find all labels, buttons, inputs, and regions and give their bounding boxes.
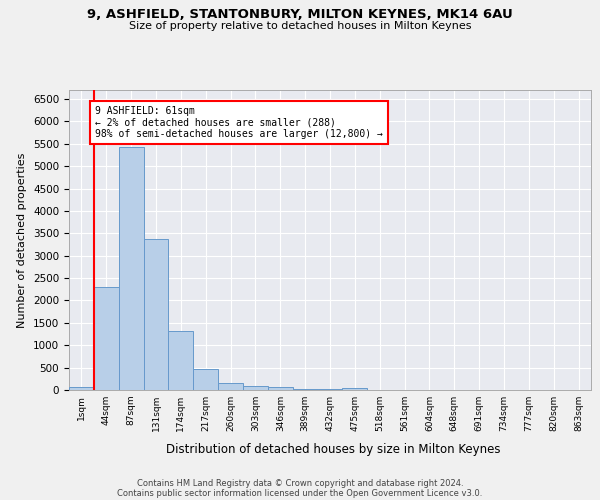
Bar (343, 388, 367, 390)
Bar (119, 147, 143, 390)
Text: 9, ASHFIELD, STANTONBURY, MILTON KEYNES, MK14 6AU: 9, ASHFIELD, STANTONBURY, MILTON KEYNES,… (87, 8, 513, 20)
Bar (268, 388, 293, 390)
Bar (169, 332, 193, 390)
Text: Contains HM Land Registry data © Crown copyright and database right 2024.: Contains HM Land Registry data © Crown c… (137, 478, 463, 488)
Text: 9 ASHFIELD: 61sqm
← 2% of detached houses are smaller (288)
98% of semi-detached: 9 ASHFIELD: 61sqm ← 2% of detached house… (95, 106, 383, 139)
Bar (243, 386, 268, 390)
Bar (143, 238, 169, 390)
Bar (293, 388, 317, 390)
Bar (94, 287, 119, 390)
Text: Contains public sector information licensed under the Open Government Licence v3: Contains public sector information licen… (118, 488, 482, 498)
Text: Distribution of detached houses by size in Milton Keynes: Distribution of detached houses by size … (166, 442, 500, 456)
Bar (69, 387, 94, 390)
Bar (218, 382, 243, 390)
Bar (193, 368, 218, 390)
Text: Size of property relative to detached houses in Milton Keynes: Size of property relative to detached ho… (129, 21, 471, 31)
Y-axis label: Number of detached properties: Number of detached properties (17, 152, 28, 328)
